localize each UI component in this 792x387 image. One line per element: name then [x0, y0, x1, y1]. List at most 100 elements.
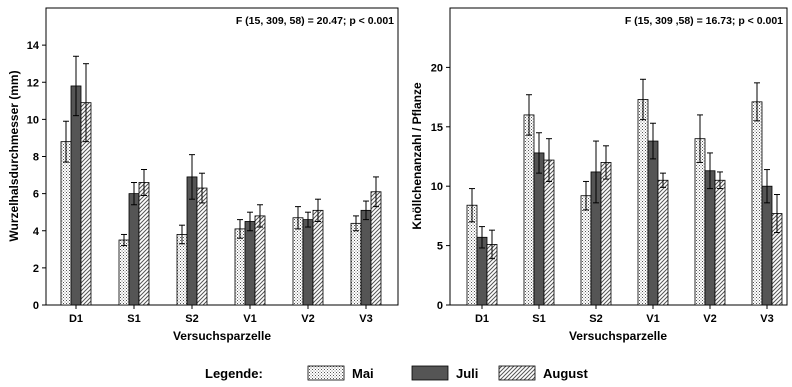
x-tick-label: V1	[243, 313, 256, 325]
bar-mai-d1	[60, 141, 72, 306]
bar-juli-d1	[70, 85, 82, 306]
bars	[466, 78, 783, 306]
x-tick-label: V2	[301, 313, 314, 325]
y-tick-label: 6	[33, 189, 39, 201]
error-bar	[583, 180, 589, 211]
error-bar	[479, 226, 485, 249]
error-bar	[707, 152, 713, 190]
y-tick-label: 2	[33, 263, 39, 275]
bar-juli-s1	[128, 193, 140, 306]
bar-mai-v3	[751, 101, 763, 306]
bar-juli-v2	[704, 170, 716, 306]
error-bar	[754, 82, 760, 122]
legend-swatch-august	[498, 365, 536, 381]
error-bar	[717, 171, 723, 190]
legend-label-juli: Juli	[456, 366, 478, 381]
error-bar	[373, 176, 379, 208]
y-axis-title: Knöllchenanzahl / Pflanze	[410, 82, 424, 230]
y-axis-title: Wurzelhalsdurchmesser (mm)	[7, 70, 21, 241]
bar-august-v1	[657, 179, 669, 306]
bar-juli-v1	[647, 140, 659, 306]
error-bar	[764, 169, 770, 204]
error-bar	[660, 172, 666, 188]
x-tick-label: D1	[69, 313, 83, 325]
error-bar	[774, 194, 780, 234]
stat-annotation: F (15, 309, 58) = 20.47; p < 0.001	[236, 15, 394, 27]
x-tick-label: S1	[127, 313, 140, 325]
y-tick-label: 0	[437, 300, 443, 312]
bar-juli-v3	[360, 209, 372, 306]
y-tick-label: 10	[27, 114, 39, 126]
bar-august-s2	[196, 187, 208, 306]
x-tick-label: S2	[185, 313, 198, 325]
y-tick-label: 10	[431, 181, 443, 193]
bar-mai-v2	[694, 138, 706, 306]
x-tick-label: V3	[359, 313, 372, 325]
error-bar	[650, 122, 656, 160]
error-bar	[131, 181, 137, 206]
bar-mai-s1	[118, 239, 130, 306]
y-tick-label: 5	[437, 241, 443, 253]
error-bar	[179, 224, 185, 245]
y-axis: 0 2 4 6 8 10 12 14	[27, 40, 46, 312]
y-tick-label: 4	[33, 226, 40, 238]
error-bar	[593, 140, 599, 204]
error-bar	[489, 229, 495, 260]
bar-mai-s2	[176, 234, 188, 306]
bars	[60, 55, 382, 306]
x-axis-title: Versuchsparzelle	[173, 329, 271, 343]
legend-label-mai: Mai	[352, 366, 374, 381]
chart-nodule-count: 0 5 10 15 20 D1 S1 S2 V1 V2 V3 F (15, 309 ,58) = …	[410, 7, 788, 343]
bar-august-v3	[370, 191, 382, 306]
error-bar	[353, 215, 359, 232]
x-tick-label: V1	[646, 313, 659, 325]
x-tick-label: S1	[532, 313, 545, 325]
error-bar	[640, 78, 646, 121]
y-tick-label: 15	[431, 122, 443, 134]
x-tick-label: S2	[589, 313, 602, 325]
y-tick-label: 8	[33, 152, 39, 164]
error-bar	[526, 94, 532, 136]
x-axis: D1 S1 S2 V1 V2 V3	[69, 305, 373, 325]
error-bar	[63, 120, 69, 163]
error-bar	[697, 114, 703, 163]
y-tick-label: 12	[27, 77, 39, 89]
error-bar	[363, 200, 369, 221]
error-bar	[141, 168, 147, 196]
error-bar	[199, 172, 205, 204]
y-tick-label: 14	[27, 40, 40, 52]
legend: Legende: Mai Juli August	[205, 365, 588, 381]
error-bar	[189, 154, 195, 200]
legend-swatch-mai	[307, 365, 345, 381]
error-bar	[305, 211, 311, 228]
error-bar	[295, 206, 301, 230]
bar-mai-v1	[637, 99, 649, 306]
bar-juli-s1	[533, 152, 545, 306]
y-tick-label: 0	[33, 300, 39, 312]
error-bar	[247, 211, 253, 232]
bar-mai-v2	[292, 217, 304, 306]
bar-juli-v1	[244, 221, 256, 306]
y-axis: 0 5 10 15 20	[431, 62, 450, 312]
chart-root-diameter: 0 2 4 6 8 10 12 14 D1 S1 S2 V1 V2 V3 F (15, 309, 58)…	[7, 7, 399, 343]
error-bar	[315, 198, 321, 222]
bar-august-v1	[254, 215, 266, 306]
bar-juli-v3	[761, 185, 773, 306]
error-bar	[237, 219, 243, 239]
stat-annotation: F (15, 309 ,58) = 16.73; p < 0.001	[625, 15, 783, 27]
legend-title: Legende:	[205, 366, 263, 381]
bar-mai-s2	[580, 195, 592, 306]
x-tick-label: D1	[475, 313, 489, 325]
plot-frame	[449, 7, 788, 306]
bar-mai-v1	[234, 228, 246, 306]
bar-mai-v3	[350, 222, 362, 306]
x-axis-title: Versuchsparzelle	[569, 329, 667, 343]
bar-mai-s1	[523, 114, 535, 306]
legend-label-august: August	[543, 366, 588, 381]
bar-august-s2	[600, 162, 612, 306]
y-tick-label: 20	[431, 62, 443, 74]
bar-juli-v2	[302, 219, 314, 306]
x-axis: D1 S1 S2 V1 V2 V3	[475, 305, 774, 325]
error-bar	[469, 188, 475, 223]
